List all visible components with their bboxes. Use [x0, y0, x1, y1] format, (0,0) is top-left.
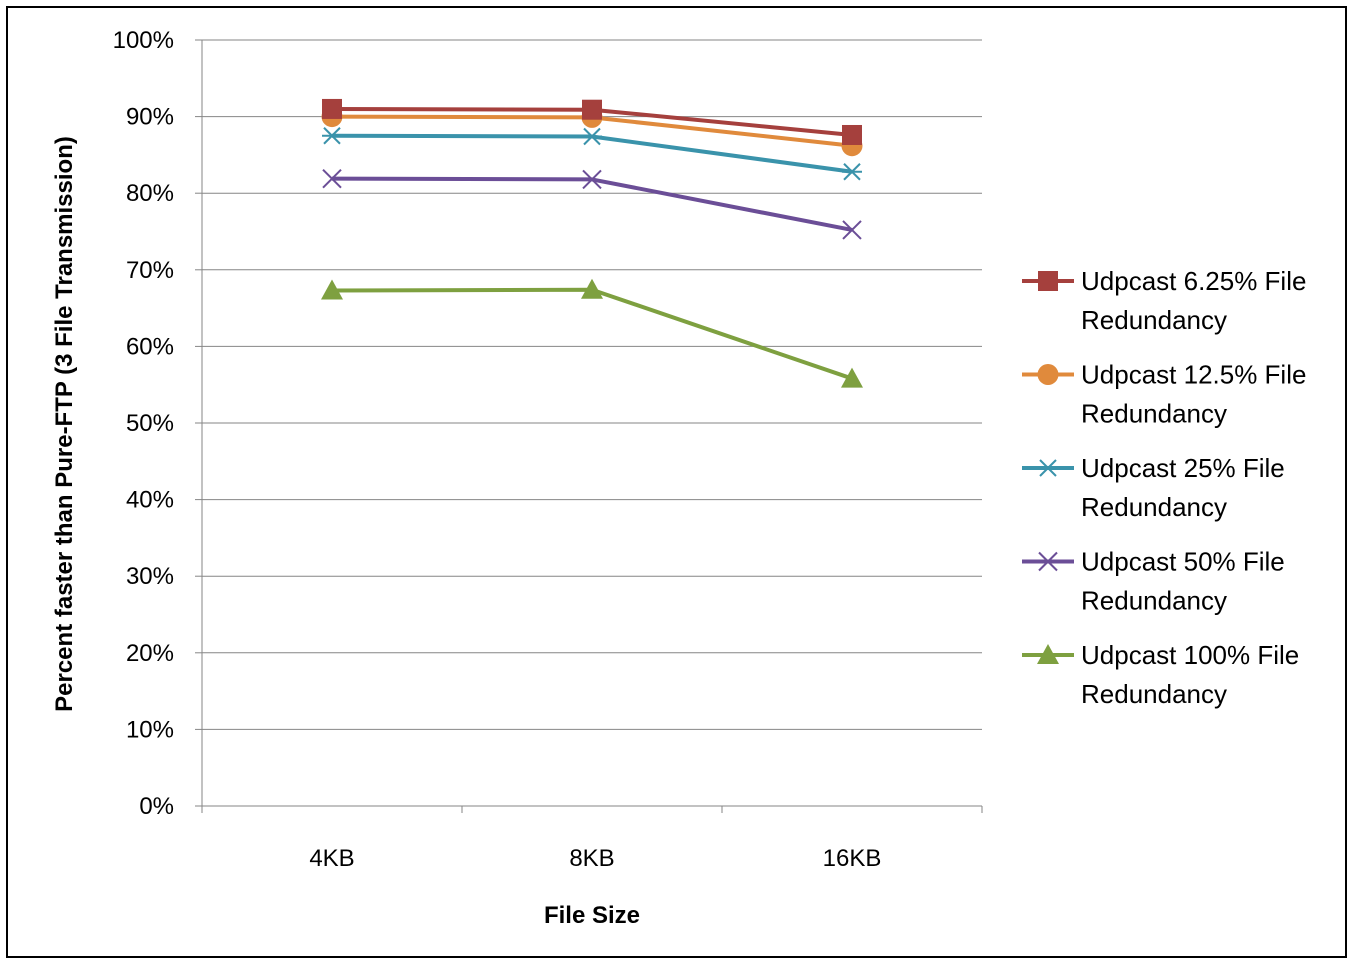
- gridlines: [202, 39, 982, 730]
- series-udpcast-100-file-redundancy: [321, 278, 863, 388]
- data-point-marker: [582, 169, 602, 190]
- chart-frame: [6, 6, 1347, 958]
- marker-stroke: [322, 168, 342, 189]
- data-point-marker: [1038, 551, 1058, 572]
- series-lines: [321, 98, 863, 388]
- series-line: [331, 176, 853, 232]
- marker-stroke: [1038, 551, 1058, 572]
- data-point-marker: [1037, 644, 1059, 664]
- y-tick-label: 70%: [126, 257, 174, 284]
- data-point-marker: [582, 127, 602, 146]
- legend-label: Udpcast 6.25% File: [1081, 266, 1306, 296]
- series-udpcast-50-file-redundancy: [322, 168, 862, 240]
- legend-label: Udpcast 12.5% File: [1081, 360, 1306, 390]
- y-axis-title: Percent faster than Pure-FTP (3 File Tra…: [51, 136, 78, 712]
- x-axis-title: File Size: [544, 902, 640, 929]
- marker-stroke: [583, 127, 601, 146]
- y-tick-label: 0%: [139, 793, 174, 820]
- marker-stroke: [323, 127, 341, 145]
- data-point-marker: [842, 163, 862, 181]
- legend-label: Redundancy: [1081, 586, 1227, 616]
- legend-label: Udpcast 100% File: [1081, 640, 1299, 670]
- y-tick-label: 40%: [126, 487, 174, 514]
- legend-item: Udpcast 6.25% File Redundancy: [1022, 266, 1306, 335]
- y-tick-label: 100%: [113, 27, 174, 54]
- y-tick-label: 30%: [126, 563, 174, 590]
- x-tick-label: 16KB: [823, 845, 882, 872]
- data-point-marker: [322, 168, 342, 189]
- marker-stroke: [842, 220, 862, 240]
- data-point-marker: [842, 220, 862, 240]
- y-tick-labels: 0% 10% 20% 30% 40% 50% 60% 70% 80% 90% 100%: [113, 27, 174, 820]
- data-point-marker: [1038, 271, 1058, 291]
- y-tick-label: 60%: [126, 333, 174, 360]
- series-line: [331, 133, 853, 174]
- data-point-marker: [322, 98, 342, 119]
- legend-item: Udpcast 25% File Redundancy: [1022, 453, 1285, 522]
- legend-label: Redundancy: [1081, 679, 1227, 709]
- y-tick-label: 20%: [126, 640, 174, 667]
- marker-stroke: [1039, 459, 1057, 477]
- legend-item: Udpcast 12.5% File Redundancy: [1022, 360, 1306, 429]
- x-tick-label: 8KB: [569, 845, 614, 872]
- y-tick-label: 10%: [126, 716, 174, 743]
- x-tick-label: 4KB: [309, 845, 354, 872]
- legend-item: Udpcast 50% File Redundancy: [1022, 547, 1285, 616]
- legend-item: Udpcast 100% File Redundancy: [1022, 640, 1299, 709]
- marker-stroke: [582, 169, 602, 190]
- series-udpcast-25-file-redundancy: [322, 127, 862, 181]
- legend-label: Redundancy: [1081, 492, 1227, 522]
- y-tick-label: 90%: [126, 104, 174, 131]
- data-point-marker: [841, 367, 863, 388]
- data-point-marker: [322, 127, 342, 145]
- data-point-marker: [581, 278, 603, 299]
- y-tick-label: 50%: [126, 410, 174, 437]
- series-udpcast-6-25-file-redundancy: [322, 98, 862, 145]
- x-tick-labels: 4KB 8KB 16KB: [309, 845, 881, 872]
- data-point-marker: [582, 99, 602, 120]
- legend-label: Redundancy: [1081, 305, 1227, 335]
- y-tick-label: 80%: [126, 180, 174, 207]
- series-line: [331, 287, 853, 381]
- legend-label: Udpcast 25% File: [1081, 453, 1285, 483]
- legend-label: Redundancy: [1081, 399, 1227, 429]
- data-point-marker: [1038, 459, 1058, 477]
- data-point-marker: [1037, 364, 1059, 385]
- marker-stroke: [843, 163, 861, 181]
- data-point-marker: [842, 124, 862, 145]
- legend-label: Udpcast 50% File: [1081, 547, 1285, 577]
- axes: [195, 39, 983, 813]
- data-point-marker: [321, 279, 343, 300]
